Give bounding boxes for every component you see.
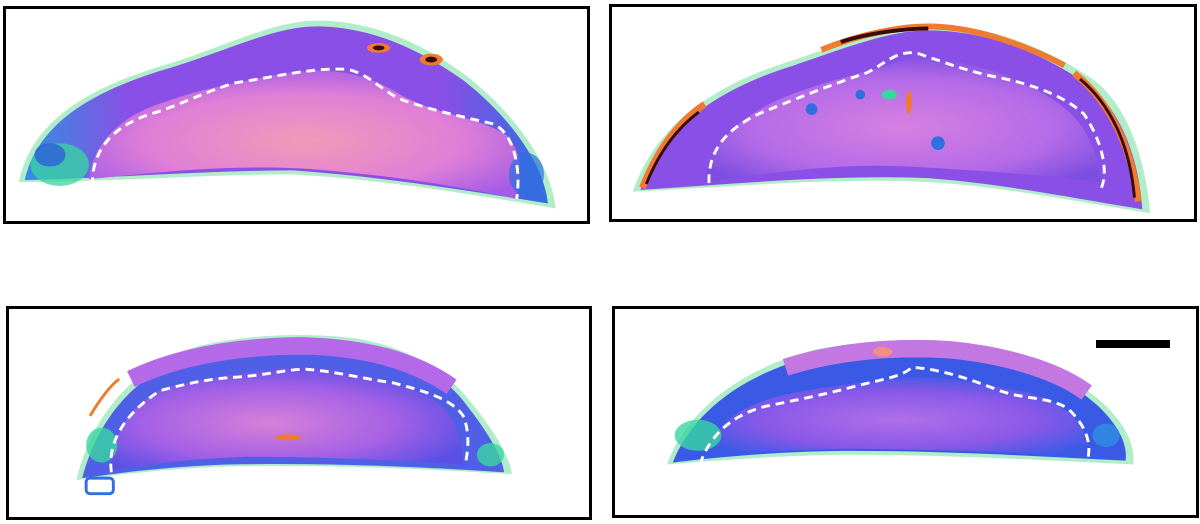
tissue-patch [855, 89, 866, 100]
hot-spot [905, 90, 912, 114]
scale-bar [1096, 340, 1170, 348]
tissue-patch [86, 427, 118, 463]
tissue-section-image [76, 334, 512, 496]
hot-rim [88, 377, 121, 417]
tissue-patch [508, 152, 544, 196]
hot-spot [372, 45, 385, 51]
tissue-patch [931, 136, 945, 150]
tissue-patch [674, 419, 722, 451]
dashed-region-outline [707, 51, 1106, 198]
tissue-patch [34, 143, 66, 167]
hot-rim [1079, 77, 1136, 198]
tissue-section-image [666, 339, 1134, 465]
tissue-patch [476, 443, 505, 467]
tissue-gap [84, 476, 115, 496]
panel-top-right [609, 4, 1197, 222]
hot-spot [425, 56, 438, 63]
tissue-section-image [632, 23, 1151, 214]
tissue-core [707, 377, 1091, 455]
hot-rim [840, 26, 929, 44]
panel-top-left [3, 6, 590, 224]
tissue-core [88, 70, 521, 199]
tissue-patch [881, 89, 898, 100]
tissue-core [704, 59, 1102, 183]
dashed-region-outline [698, 365, 1091, 465]
tissue-core [111, 367, 464, 470]
tissue-cortex-band [782, 339, 1092, 400]
dashed-region-outline [91, 67, 520, 199]
hot-spot [872, 346, 893, 357]
hot-rim [644, 110, 700, 185]
tissue-patch [805, 103, 818, 115]
panel-bottom-right [612, 306, 1199, 518]
hot-spot [274, 434, 302, 441]
dashed-region-outline [109, 367, 470, 473]
hot-rim [639, 101, 707, 190]
tissue-patch [1092, 423, 1120, 447]
tissue-cortex-band [127, 337, 457, 394]
tissue-section-image [18, 20, 556, 209]
panel-bottom-left [6, 306, 592, 520]
